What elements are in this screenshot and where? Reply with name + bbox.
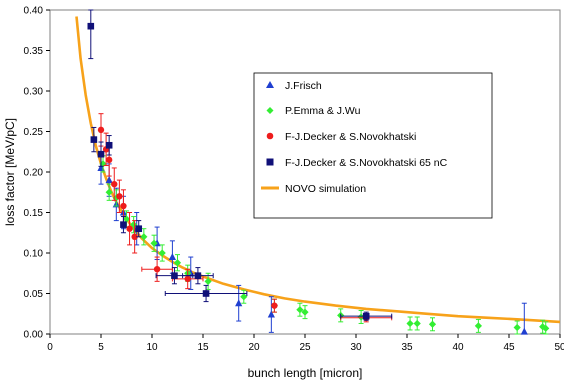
data-point-square	[120, 221, 127, 228]
data-point-diamond	[539, 323, 547, 331]
legend-label-novo: NOVO simulation	[285, 183, 366, 195]
x-tick-label: 0	[47, 342, 53, 353]
y-tick-label: 0.25	[24, 127, 44, 138]
data-point-circle	[120, 202, 127, 210]
data-point-circle	[153, 266, 161, 273]
data-points-layer	[87, 9, 550, 335]
data-point-diamond	[105, 188, 113, 196]
data-point-triangle	[520, 327, 528, 335]
data-point-diamond	[158, 249, 166, 257]
data-point-square	[105, 141, 113, 149]
x-axis-title: bunch length [micron]	[248, 366, 363, 380]
x-tick-label: 10	[146, 342, 158, 353]
data-point-square	[362, 312, 370, 320]
data-point-diamond	[173, 259, 182, 267]
data-point-diamond	[428, 320, 437, 328]
y-axis: 0.00 0.05 0.10 0.15 0.20 0.25 0.30 0.35 0.40	[24, 6, 50, 341]
legend-label-emma-wu: P.Emma & J.Wu	[285, 105, 361, 117]
data-point-square	[87, 22, 95, 30]
y-tick-label: 0.00	[24, 330, 44, 341]
y-tick-label: 0.05	[24, 289, 44, 300]
data-point-diamond	[140, 233, 148, 241]
x-axis: 0 5 10 15 20 25 30 35 40 45 50	[47, 334, 564, 353]
data-point-circle	[271, 302, 278, 309]
data-point-circle	[126, 225, 133, 232]
data-point-square	[202, 290, 210, 297]
data-point-circle	[105, 156, 113, 164]
y-tick-label: 0.30	[24, 87, 44, 98]
legend-label-decker-65nc: F-J.Decker & S.Novokhatski 65 nC	[285, 157, 448, 169]
data-point-circle	[116, 193, 123, 200]
data-point-diamond	[204, 277, 212, 285]
data-point-triangle	[267, 310, 275, 318]
x-tick-label: 45	[503, 342, 515, 353]
data-point-diamond	[150, 239, 158, 247]
legend: J.Frisch P.Emma & J.Wu F-J.Decker & S.No…	[253, 72, 493, 219]
data-point-square	[194, 272, 202, 279]
data-point-triangle	[235, 299, 243, 307]
legend-marker-circle	[266, 132, 274, 140]
y-tick-label: 0.40	[24, 6, 44, 17]
legend-marker-diamond	[266, 107, 274, 114]
legend-marker-square	[266, 158, 274, 166]
data-point-circle	[184, 275, 191, 283]
data-point-square	[135, 225, 143, 232]
data-point-diamond	[406, 319, 414, 328]
data-point-square	[90, 136, 98, 143]
x-tick-label: 5	[98, 342, 104, 353]
x-tick-label: 35	[401, 342, 413, 353]
legend-marker-triangle	[266, 81, 274, 88]
data-point-circle	[131, 233, 138, 240]
data-point-diamond	[296, 306, 304, 314]
x-tick-label: 50	[554, 342, 564, 353]
data-point-diamond	[122, 215, 131, 223]
x-tick-label: 40	[452, 342, 464, 353]
data-point-square	[171, 272, 178, 279]
data-point-circle	[111, 180, 118, 188]
data-point-diamond	[301, 308, 309, 316]
data-point-diamond	[474, 322, 482, 330]
y-tick-label: 0.20	[24, 168, 44, 179]
series-square	[87, 9, 393, 321]
data-point-diamond	[542, 324, 550, 332]
legend-label-decker: F-J.Decker & S.Novokhatski	[285, 131, 416, 143]
legend-box	[253, 72, 493, 219]
data-point-triangle	[168, 253, 176, 261]
x-tick-label: 15	[197, 342, 209, 353]
data-point-square	[97, 150, 105, 158]
data-point-triangle	[105, 176, 113, 184]
x-tick-label: 20	[248, 342, 260, 353]
data-point-circle	[97, 126, 105, 134]
y-axis-title: loss factor [MeV/pC]	[3, 118, 17, 226]
y-tick-label: 0.35	[24, 46, 44, 57]
x-tick-label: 30	[350, 342, 362, 353]
data-point-diamond	[357, 313, 365, 321]
legend-label-frisch: J.Frisch	[285, 80, 322, 92]
y-tick-label: 0.10	[24, 249, 44, 260]
x-tick-label: 25	[299, 342, 311, 353]
data-point-diamond	[513, 323, 521, 332]
data-point-diamond	[240, 293, 248, 301]
y-tick-label: 0.15	[24, 208, 44, 219]
data-point-diamond	[413, 319, 421, 328]
